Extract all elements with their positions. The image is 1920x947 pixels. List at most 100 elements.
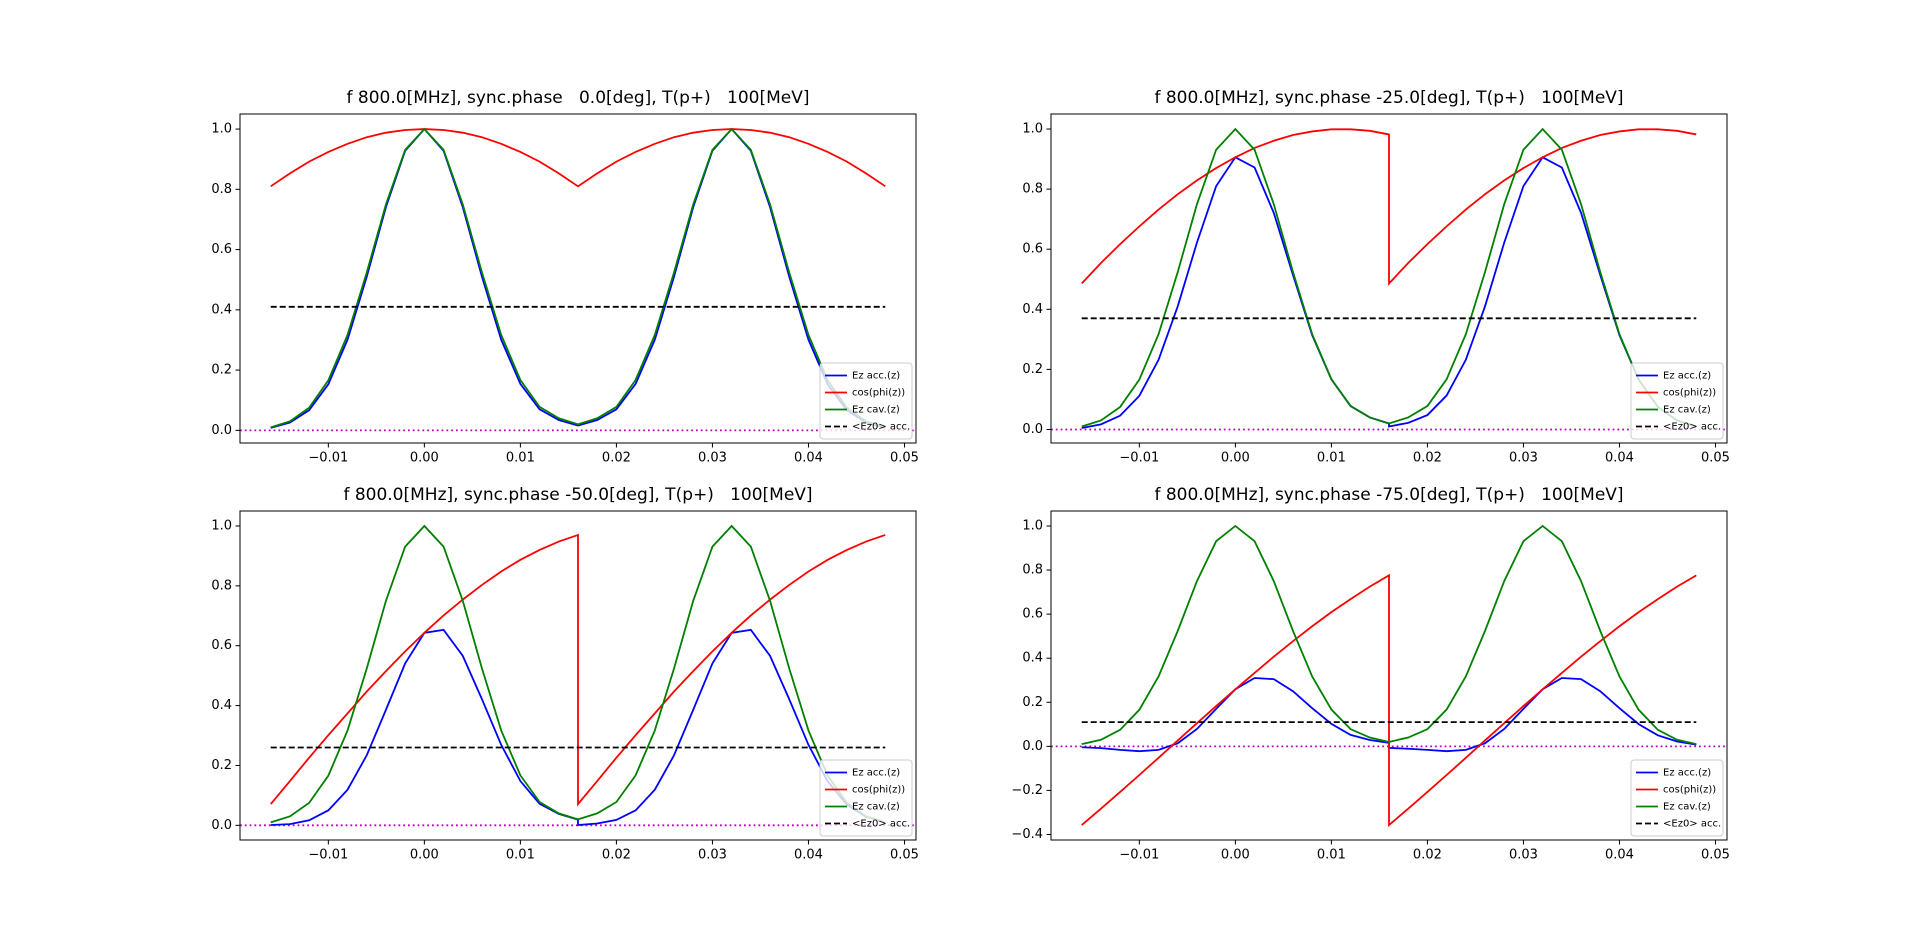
y-tick-label: 0.0 bbox=[1022, 739, 1043, 754]
y-tick-label: 1.0 bbox=[1022, 122, 1043, 137]
x-tick-label: −0.01 bbox=[1119, 848, 1159, 863]
legend-box bbox=[819, 759, 913, 837]
x-tick-label: 0.01 bbox=[1317, 451, 1346, 466]
y-tick-label: 0.2 bbox=[211, 758, 232, 773]
y-tick-label: 0.2 bbox=[1022, 362, 1043, 377]
axes-frame bbox=[1050, 113, 1728, 444]
x-tick-label: 0.02 bbox=[1413, 848, 1442, 863]
x-tick-label: 0.01 bbox=[506, 848, 535, 863]
y-tick-label: 0.2 bbox=[1022, 695, 1043, 710]
y-tick-label: 0.4 bbox=[1022, 302, 1043, 317]
series-line bbox=[270, 128, 886, 188]
y-tick-label: 0.0 bbox=[1022, 422, 1043, 437]
series-line bbox=[1081, 156, 1697, 429]
x-tick-label: 0.05 bbox=[890, 848, 919, 863]
x-tick-label: 0.01 bbox=[1317, 848, 1346, 863]
subplot-title: f 800.0[MHz], sync.phase -50.0[deg], T(p… bbox=[343, 485, 812, 505]
y-tick-label: 0.4 bbox=[211, 302, 232, 317]
series-line bbox=[1081, 573, 1697, 827]
legend: Ez acc.(z) cos(phi(z)) Ez cav.(z) <Ez0> acc… bbox=[819, 759, 913, 837]
legend-label: Ez acc.(z) bbox=[852, 768, 900, 779]
series-line bbox=[270, 524, 886, 824]
series-line bbox=[1081, 127, 1697, 428]
subplot-title: f 800.0[MHz], sync.phase -75.0[deg], T(p… bbox=[1154, 485, 1623, 505]
y-tick-label: 0.4 bbox=[1022, 651, 1043, 666]
x-tick-label: 0.02 bbox=[1413, 451, 1442, 466]
subplot: f 800.0[MHz], sync.phase -75.0[deg], T(p… bbox=[1011, 485, 1730, 863]
subplot: f 800.0[MHz], sync.phase 0.0[deg], T(p+)… bbox=[211, 88, 919, 466]
x-tick-label: 0.00 bbox=[410, 848, 439, 863]
y-tick-label: −0.2 bbox=[1011, 783, 1043, 798]
y-tick-label: 0.6 bbox=[1022, 607, 1043, 622]
legend-label: <Ez0> acc. bbox=[852, 422, 910, 433]
y-tick-label: 0.8 bbox=[1022, 182, 1043, 197]
legend-label: Ez cav.(z) bbox=[852, 802, 900, 813]
y-tick-label: 1.0 bbox=[211, 122, 232, 137]
y-tick-label: 0.6 bbox=[1022, 242, 1043, 257]
subplot-title: f 800.0[MHz], sync.phase -25.0[deg], T(p… bbox=[1154, 88, 1623, 108]
legend-label: Ez acc.(z) bbox=[852, 371, 900, 382]
x-tick-label: 0.04 bbox=[794, 848, 823, 863]
x-tick-label: 0.05 bbox=[890, 451, 919, 466]
x-tick-label: −0.01 bbox=[308, 848, 348, 863]
x-tick-label: 0.03 bbox=[698, 451, 727, 466]
legend-label: Ez acc.(z) bbox=[1663, 371, 1711, 382]
series-line bbox=[1081, 524, 1697, 746]
x-tick-label: 0.00 bbox=[410, 451, 439, 466]
y-tick-label: 0.8 bbox=[1022, 563, 1043, 578]
legend-label: cos(phi(z)) bbox=[1663, 785, 1716, 796]
y-tick-label: 0.0 bbox=[211, 423, 232, 438]
x-tick-label: −0.01 bbox=[1119, 451, 1159, 466]
y-tick-label: 0.4 bbox=[211, 698, 232, 713]
subplot: f 800.0[MHz], sync.phase -25.0[deg], T(p… bbox=[1022, 88, 1730, 466]
legend-label: <Ez0> acc. bbox=[852, 819, 910, 830]
y-tick-label: 0.0 bbox=[211, 818, 232, 833]
x-tick-label: 0.02 bbox=[602, 451, 631, 466]
series-line bbox=[270, 127, 886, 429]
legend-label: cos(phi(z)) bbox=[852, 388, 905, 399]
y-tick-label: 1.0 bbox=[1022, 518, 1043, 533]
x-tick-label: 0.05 bbox=[1701, 451, 1730, 466]
legend-label: <Ez0> acc. bbox=[1663, 819, 1721, 830]
x-tick-label: 0.03 bbox=[1509, 848, 1538, 863]
legend-label: cos(phi(z)) bbox=[1663, 388, 1716, 399]
y-tick-label: 0.6 bbox=[211, 242, 232, 257]
x-tick-label: 0.01 bbox=[506, 451, 535, 466]
series-line bbox=[270, 628, 886, 827]
legend-box bbox=[1630, 759, 1724, 837]
axes-frame bbox=[239, 113, 917, 444]
legend-label: Ez acc.(z) bbox=[1663, 768, 1711, 779]
subplot-title: f 800.0[MHz], sync.phase 0.0[deg], T(p+)… bbox=[347, 88, 810, 108]
x-tick-label: 0.04 bbox=[1605, 451, 1634, 466]
legend: Ez acc.(z) cos(phi(z)) Ez cav.(z) <Ez0> acc… bbox=[1630, 759, 1724, 837]
x-tick-label: −0.01 bbox=[308, 451, 348, 466]
x-tick-label: 0.04 bbox=[1605, 848, 1634, 863]
series-line bbox=[270, 127, 886, 429]
legend-label: cos(phi(z)) bbox=[852, 785, 905, 796]
y-tick-label: −0.4 bbox=[1011, 827, 1043, 842]
x-tick-label: 0.00 bbox=[1221, 451, 1250, 466]
x-tick-label: 0.02 bbox=[602, 848, 631, 863]
legend: Ez acc.(z) cos(phi(z)) Ez cav.(z) <Ez0> acc… bbox=[819, 362, 913, 440]
legend-label: Ez cav.(z) bbox=[1663, 405, 1711, 416]
y-tick-label: 0.8 bbox=[211, 182, 232, 197]
legend-label: Ez cav.(z) bbox=[1663, 802, 1711, 813]
series-line bbox=[270, 533, 886, 807]
x-tick-label: 0.05 bbox=[1701, 848, 1730, 863]
axes-frame bbox=[239, 510, 917, 841]
series-line bbox=[1081, 128, 1697, 286]
x-tick-label: 0.00 bbox=[1221, 848, 1250, 863]
legend-label: <Ez0> acc. bbox=[1663, 422, 1721, 433]
legend-box bbox=[819, 362, 913, 440]
x-tick-label: 0.03 bbox=[698, 848, 727, 863]
x-tick-label: 0.04 bbox=[794, 451, 823, 466]
y-tick-label: 1.0 bbox=[211, 518, 232, 533]
x-tick-label: 0.03 bbox=[1509, 451, 1538, 466]
legend: Ez acc.(z) cos(phi(z)) Ez cav.(z) <Ez0> acc… bbox=[1630, 362, 1724, 440]
axes-frame bbox=[1050, 510, 1728, 841]
subplot: f 800.0[MHz], sync.phase -50.0[deg], T(p… bbox=[211, 485, 919, 863]
y-tick-label: 0.6 bbox=[211, 638, 232, 653]
y-tick-label: 0.8 bbox=[211, 578, 232, 593]
